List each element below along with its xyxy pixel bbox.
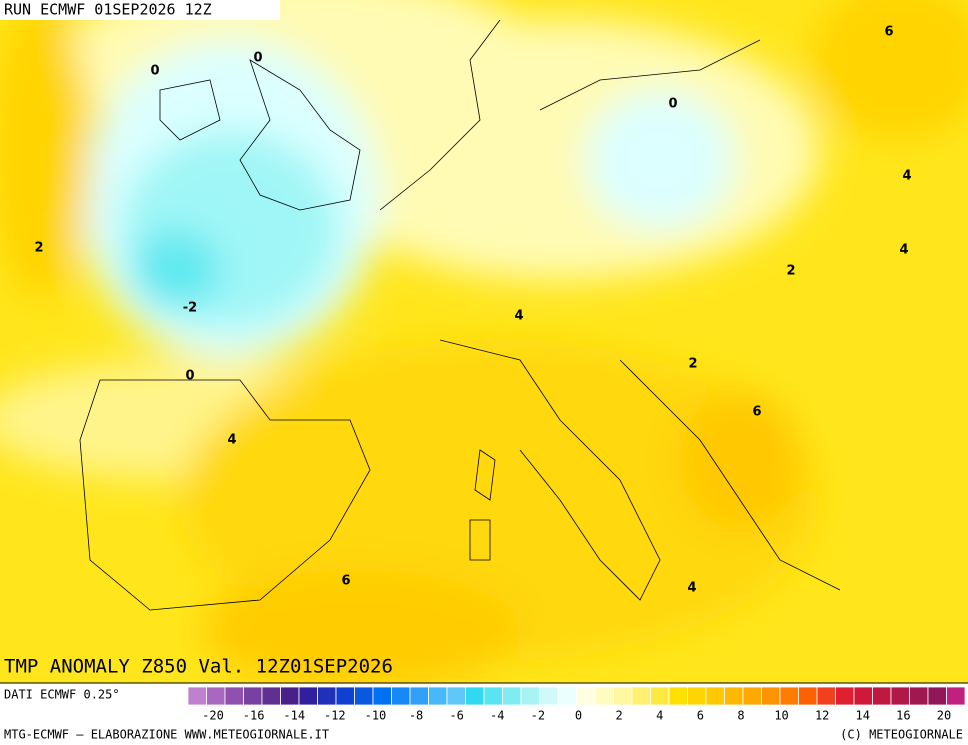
colorbar-tick-label: 14	[856, 709, 870, 723]
colorbar-tick-label: 16	[896, 709, 910, 723]
color-swatch	[224, 686, 244, 706]
color-swatch	[724, 686, 744, 706]
contour-label: 2	[786, 264, 795, 279]
color-swatch	[335, 686, 355, 706]
color-swatch	[576, 686, 596, 706]
colorbar-tick-label: 0	[575, 709, 582, 723]
color-swatch	[502, 686, 522, 706]
colorbar-tick-label: 12	[815, 709, 829, 723]
contour-label: 0	[185, 369, 194, 384]
colorbar-tick-label: -6	[449, 709, 463, 723]
colorbar-tick-label: 2	[615, 709, 622, 723]
contour-label: 4	[902, 169, 911, 184]
color-swatch	[650, 686, 670, 706]
color-swatch	[298, 686, 318, 706]
colorbar-tick-label: -20	[202, 709, 224, 723]
color-swatch	[909, 686, 929, 706]
colorbar: -20 -16 -14 -12 -10 -8 -6 -4 -2 0 2 4 6 8 10 12 14 16 20	[187, 686, 966, 723]
color-swatch	[520, 686, 540, 706]
contour-label: 6	[884, 25, 893, 40]
color-swatch	[372, 686, 392, 706]
color-swatch	[465, 686, 485, 706]
color-swatch	[890, 686, 910, 706]
map-title: TMP ANOMALY Z850 Val. 12Z01SEP2026	[4, 656, 393, 678]
footer-right: (C) METEOGIORNALE	[840, 728, 963, 742]
colorbar-tick-label: 6	[697, 709, 704, 723]
color-swatch	[557, 686, 577, 706]
color-swatch	[927, 686, 947, 706]
color-swatch	[409, 686, 429, 706]
source: DATI ECMWF 0.25°	[4, 688, 120, 702]
color-swatch	[594, 686, 614, 706]
contour-label: 0	[668, 97, 677, 112]
color-swatch	[261, 686, 281, 706]
contour-label: 4	[514, 309, 523, 324]
colorbar-tick-label: -16	[243, 709, 265, 723]
coastlines	[79, 19, 841, 611]
color-swatch	[798, 686, 818, 706]
colorbar-tick-label: -2	[531, 709, 545, 723]
colorbar-tick-label: 20	[937, 709, 951, 723]
header-bg	[0, 0, 280, 20]
colorbar-tick-label: -10	[365, 709, 387, 723]
color-swatch	[613, 686, 633, 706]
contour-label: 2	[688, 357, 697, 372]
colorbar-tick-label: -12	[324, 709, 346, 723]
contour-label: 4	[227, 433, 236, 448]
color-swatch	[687, 686, 707, 706]
contour-label: 2	[34, 241, 43, 256]
colorbar-tick-label: -4	[490, 709, 504, 723]
contour-label: -2	[183, 301, 197, 316]
color-swatch	[872, 686, 892, 706]
color-swatch	[835, 686, 855, 706]
color-swatch	[446, 686, 466, 706]
color-swatch	[354, 686, 374, 706]
color-swatch	[631, 686, 651, 706]
colorbar-tick-label: -14	[283, 709, 305, 723]
color-swatch	[668, 686, 688, 706]
color-swatch	[243, 686, 263, 706]
run-label: RUN ECMWF 01SEP2026 12Z	[4, 1, 212, 19]
color-swatch	[317, 686, 337, 706]
color-swatch	[816, 686, 836, 706]
color-swatch	[779, 686, 799, 706]
contour-label: 0	[150, 64, 159, 79]
colorbar-tick-label: 4	[656, 709, 663, 723]
color-swatch	[187, 686, 207, 706]
color-swatch	[853, 686, 873, 706]
colorbar-tick-label: 10	[774, 709, 788, 723]
contour-label: 6	[341, 574, 350, 589]
color-swatch	[391, 686, 411, 706]
color-swatch	[483, 686, 503, 706]
contour-labels: 0 0 0 6 4 2 4 2 -2 4 0 2 6 4 6 4	[34, 25, 911, 596]
contour-label: 4	[687, 581, 696, 596]
color-swatch	[742, 686, 762, 706]
colorbar-tick-label: 8	[737, 709, 744, 723]
color-swatch	[705, 686, 725, 706]
color-swatch	[428, 686, 448, 706]
color-swatch	[206, 686, 226, 706]
map: 0 0 0 6 4 2 4 2 -2 4 0 2 6 4 6 4 RUN ECMWF 01SEP2026 12…	[0, 0, 968, 683]
color-swatch	[280, 686, 300, 706]
color-swatch	[761, 686, 781, 706]
contour-label: 6	[752, 405, 761, 420]
contour-label: 0	[253, 51, 262, 66]
color-swatch	[946, 686, 966, 706]
footer-left: MTG-ECMWF – ELABORAZIONE WWW.METEOGIORNA…	[4, 728, 329, 742]
color-swatch	[539, 686, 559, 706]
colorbar-tick-label: -8	[409, 709, 423, 723]
contour-label: 4	[899, 243, 908, 258]
